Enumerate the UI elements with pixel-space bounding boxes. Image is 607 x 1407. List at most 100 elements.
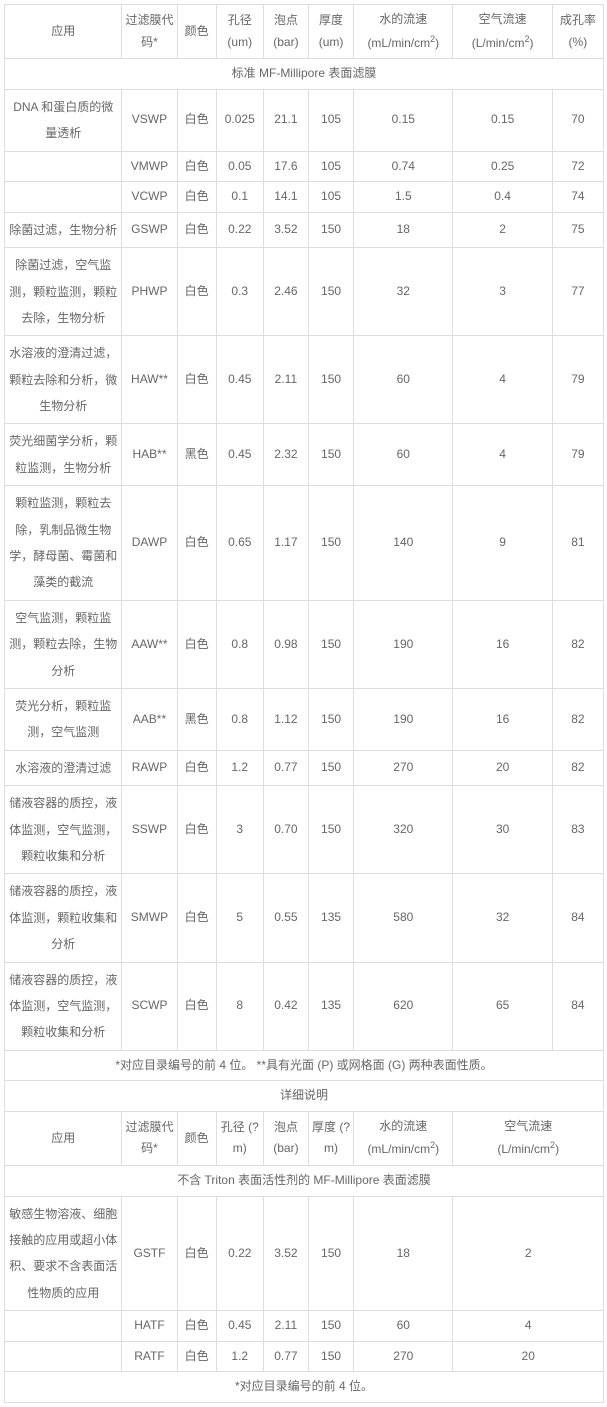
- cell-por: 81: [552, 486, 603, 601]
- cell-water: 270: [354, 750, 453, 785]
- table2-footnote-row: *对应目录编号的前 4 位。: [5, 1372, 604, 1403]
- cell-code: PHWP: [122, 248, 177, 336]
- table1-section: 标准 MF-Millipore 表面滤膜: [5, 59, 604, 90]
- cell-air: 2: [453, 1196, 604, 1311]
- cell-color: 白色: [177, 750, 216, 785]
- cell-code: VCWP: [122, 182, 177, 213]
- cell-bubble: 17.6: [263, 151, 308, 182]
- cell-pore: 0.45: [216, 1311, 263, 1342]
- cell-color: 白色: [177, 151, 216, 182]
- table-row: HATF白色0.452.11150604: [5, 1311, 604, 1342]
- cell-color: 白色: [177, 874, 216, 962]
- cell-app: 储液容器的质控，液体监测，空气监测，颗粒收集和分析: [5, 962, 122, 1050]
- cell-bubble: 1.17: [263, 486, 308, 601]
- table-row: 空气监测，颗粒监测，颗粒去除，生物分析AAW**白色0.80.981501901…: [5, 600, 604, 688]
- cell-air: 16: [453, 689, 552, 751]
- cell-app: 储液容器的质控，液体监测，空气监测，颗粒收集和分析: [5, 786, 122, 874]
- table2-section: 不含 Triton 表面活性剂的 MF-Millipore 表面滤膜: [5, 1166, 604, 1197]
- table-row: 储液容器的质控，液体监测，空气监测，颗粒收集和分析SCWP白色80.421356…: [5, 962, 604, 1050]
- cell-air: 0.4: [453, 182, 552, 213]
- cell-color: 黑色: [177, 424, 216, 486]
- cell-app: 空气监测，颗粒监测，颗粒去除，生物分析: [5, 600, 122, 688]
- cell-por: 74: [552, 182, 603, 213]
- cell-pore: 5: [216, 874, 263, 962]
- table-row: 除菌过滤，生物分析GSWP白色0.223.5215018275: [5, 212, 604, 247]
- cell-pore: 1.2: [216, 1341, 263, 1372]
- cell-thick: 105: [308, 182, 353, 213]
- hdr-water-l1: 水的流速: [379, 12, 427, 26]
- cell-color: 白色: [177, 212, 216, 247]
- hdr-air: 空气流速 (L/min/cm2): [453, 5, 552, 59]
- hdr2-air-l2: (L/min/cm: [497, 1142, 550, 1156]
- cell-thick: 150: [308, 600, 353, 688]
- cell-pore: 0.025: [216, 89, 263, 151]
- hdr2-thick: 厚度 (?m): [308, 1111, 353, 1165]
- cell-air: 0.15: [453, 89, 552, 151]
- cell-thick: 150: [308, 1311, 353, 1342]
- cell-thick: 150: [308, 248, 353, 336]
- hdr2-color: 颜色: [177, 1111, 216, 1165]
- cell-color: 白色: [177, 182, 216, 213]
- cell-por: 79: [552, 336, 603, 424]
- cell-por: 82: [552, 750, 603, 785]
- cell-code: DAWP: [122, 486, 177, 601]
- cell-water: 0.74: [354, 151, 453, 182]
- hdr2-app: 应用: [5, 1111, 122, 1165]
- hdr2-air-l1: 空气流速: [504, 1119, 552, 1133]
- cell-code: SSWP: [122, 786, 177, 874]
- table-row: 荧光细菌学分析，颗粒监测，生物分析HAB**黑色0.452.3215060479: [5, 424, 604, 486]
- hdr-porosity: 成孔率 (%): [552, 5, 603, 59]
- cell-bubble: 3.52: [263, 212, 308, 247]
- cell-code: RATF: [122, 1341, 177, 1372]
- cell-water: 18: [354, 212, 453, 247]
- cell-pore: 0.45: [216, 336, 263, 424]
- cell-pore: 0.8: [216, 600, 263, 688]
- table-row: 敏感生物溶液、细胞接触的应用或超小体积、要求不含表面活性物质的应用GSTF白色0…: [5, 1196, 604, 1311]
- cell-code: HAB**: [122, 424, 177, 486]
- cell-water: 580: [354, 874, 453, 962]
- detail-label-row: 详细说明: [5, 1081, 604, 1112]
- cell-bubble: 0.42: [263, 962, 308, 1050]
- cell-code: SMWP: [122, 874, 177, 962]
- detail-label: 详细说明: [5, 1081, 604, 1112]
- cell-water: 620: [354, 962, 453, 1050]
- cell-water: 60: [354, 424, 453, 486]
- cell-code: VMWP: [122, 151, 177, 182]
- cell-bubble: 0.77: [263, 750, 308, 785]
- cell-air: 3: [453, 248, 552, 336]
- cell-color: 白色: [177, 486, 216, 601]
- cell-water: 32: [354, 248, 453, 336]
- cell-air: 4: [453, 1311, 604, 1342]
- cell-air: 20: [453, 750, 552, 785]
- cell-bubble: 0.98: [263, 600, 308, 688]
- cell-air: 20: [453, 1341, 604, 1372]
- cell-por: 70: [552, 89, 603, 151]
- table-row: 颗粒监测，颗粒去除，乳制品微生物学，酵母菌、霉菌和藻类的截流DAWP白色0.65…: [5, 486, 604, 601]
- hdr2-air-end: ): [555, 1142, 559, 1156]
- cell-thick: 150: [308, 336, 353, 424]
- cell-thick: 150: [308, 424, 353, 486]
- cell-app: 除菌过滤，空气监测，颗粒监测，颗粒去除，生物分析: [5, 248, 122, 336]
- filter-membrane-table: 应用 过滤膜代码* 颜色 孔径 (um) 泡点 (bar) 厚度 (um) 水的…: [4, 4, 604, 1403]
- hdr-app: 应用: [5, 5, 122, 59]
- cell-color: 白色: [177, 1311, 216, 1342]
- cell-color: 白色: [177, 962, 216, 1050]
- cell-thick: 105: [308, 89, 353, 151]
- table2-section-row: 不含 Triton 表面活性剂的 MF-Millipore 表面滤膜: [5, 1166, 604, 1197]
- cell-code: HATF: [122, 1311, 177, 1342]
- cell-air: 9: [453, 486, 552, 601]
- hdr-bubble: 泡点 (bar): [263, 5, 308, 59]
- table1-section-row: 标准 MF-Millipore 表面滤膜: [5, 59, 604, 90]
- cell-por: 72: [552, 151, 603, 182]
- cell-color: 白色: [177, 336, 216, 424]
- cell-code: AAW**: [122, 600, 177, 688]
- table1-header-row: 应用 过滤膜代码* 颜色 孔径 (um) 泡点 (bar) 厚度 (um) 水的…: [5, 5, 604, 59]
- cell-bubble: 2.46: [263, 248, 308, 336]
- cell-thick: 150: [308, 750, 353, 785]
- hdr-pore: 孔径 (um): [216, 5, 263, 59]
- hdr-water-l2: (mL/min/cm: [367, 36, 430, 50]
- cell-color: 白色: [177, 248, 216, 336]
- table-row: 水溶液的澄清过滤RAWP白色1.20.771502702082: [5, 750, 604, 785]
- cell-app: 水溶液的澄清过滤: [5, 750, 122, 785]
- cell-bubble: 0.77: [263, 1341, 308, 1372]
